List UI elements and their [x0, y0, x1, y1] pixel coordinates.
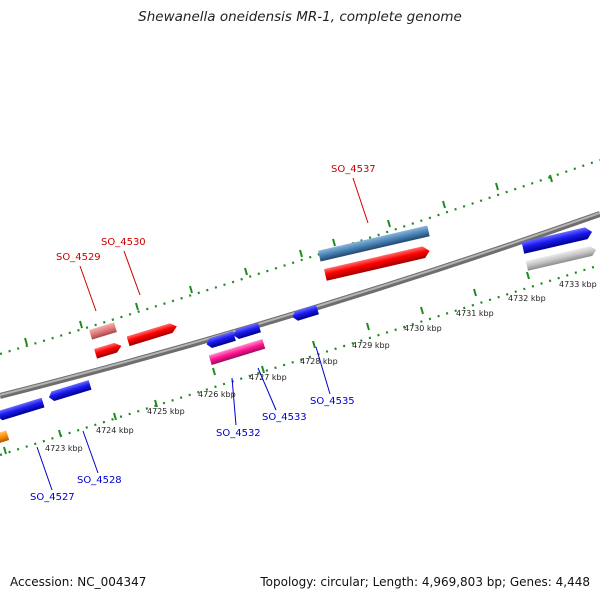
scale-label-4731: 4731 kbp	[456, 309, 494, 318]
gene-so4529[interactable]	[89, 322, 117, 340]
scale-label-4725: 4725 kbp	[147, 407, 185, 416]
top-label-leaders	[79, 177, 369, 312]
gene-label-so4527[interactable]: SO_4527	[30, 492, 75, 503]
scale-label-4728: 4728 kbp	[300, 357, 338, 366]
bottom-gene-labels: SO_4527 SO_4528 SO_4532 SO_4533 SO_4535	[30, 396, 355, 503]
map-title: Shewanella oneidensis MR-1, complete gen…	[138, 9, 462, 25]
upper-major-ticks	[24, 174, 553, 346]
upper-dotted-track	[0, 158, 600, 356]
gene-so4528[interactable]	[47, 380, 92, 402]
accession-text: Accession: NC_004347	[10, 575, 147, 589]
gene-block-blue-mid2[interactable]	[232, 322, 261, 340]
scale-label-4723: 4723 kbp	[45, 444, 83, 453]
gene-label-so4535[interactable]: SO_4535	[310, 396, 355, 407]
gene-block-gray-right[interactable]	[525, 245, 597, 271]
scale-label-4730: 4730 kbp	[404, 324, 442, 333]
gene-block-blue-right[interactable]	[521, 226, 594, 254]
gene-block-red-large[interactable]	[324, 245, 431, 281]
gene-block-orange-edge[interactable]	[0, 430, 10, 445]
genome-backbone	[0, 211, 600, 399]
scale-label-4733: 4733 kbp	[559, 280, 597, 289]
scale-label-4726: 4726 kbp	[198, 390, 236, 399]
gene-block-blue-small[interactable]	[291, 304, 319, 322]
bottom-label-leaders	[36, 346, 331, 491]
gene-so4530[interactable]	[126, 322, 179, 347]
lower-dotted-track	[0, 263, 600, 457]
scale-labels: 4723 kbp 4724 kbp 4725 kbp 4726 kbp 4727…	[45, 280, 597, 453]
gene-block-red-small[interactable]	[94, 341, 123, 359]
gene-label-so4528[interactable]: SO_4528	[77, 475, 122, 486]
scale-label-4724: 4724 kbp	[96, 426, 134, 435]
gene-block-blue-mid1[interactable]	[205, 331, 236, 349]
lower-major-ticks	[3, 271, 530, 455]
gene-label-so4529[interactable]: SO_4529	[56, 252, 101, 263]
genome-backbone-highlight	[0, 212, 600, 396]
gene-label-so4533[interactable]: SO_4533	[262, 412, 307, 423]
scale-label-4732: 4732 kbp	[508, 294, 546, 303]
gene-so4532[interactable]	[208, 339, 266, 365]
gene-label-so4530[interactable]: SO_4530	[101, 237, 146, 248]
gene-so4537[interactable]	[318, 225, 430, 262]
gene-label-so4537[interactable]: SO_4537	[331, 164, 376, 175]
genome-summary-text: Topology: circular; Length: 4,969,803 bp…	[260, 575, 590, 589]
gene-label-so4532[interactable]: SO_4532	[216, 428, 261, 439]
scale-label-4727: 4727 kbp	[249, 373, 287, 382]
top-gene-labels: SO_4529 SO_4530 SO_4537	[56, 164, 376, 263]
gene-so4527[interactable]	[0, 397, 45, 422]
scale-label-4729: 4729 kbp	[352, 341, 390, 350]
